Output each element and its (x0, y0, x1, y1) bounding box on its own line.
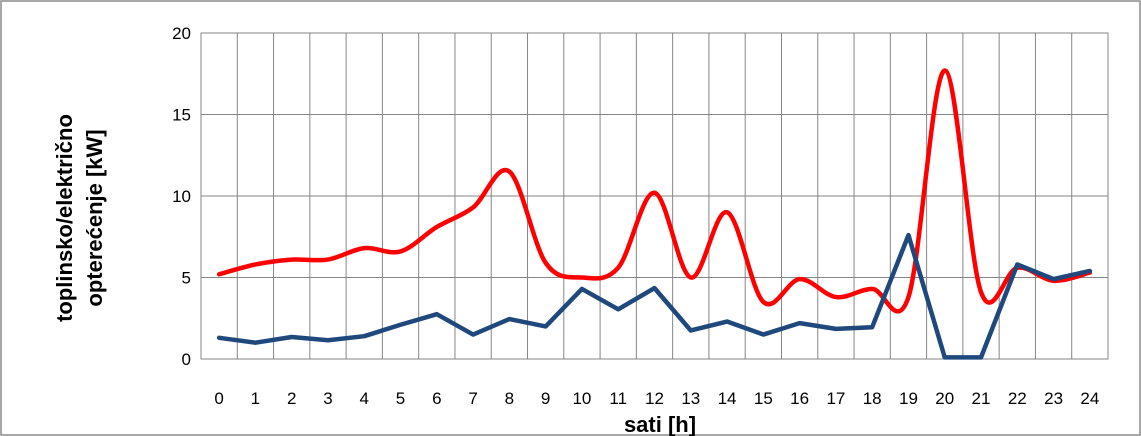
x-tick-label: 24 (1080, 389, 1099, 408)
x-tick-label: 10 (572, 389, 591, 408)
x-tick-label: 5 (396, 389, 405, 408)
y-tick-label: 10 (172, 187, 191, 206)
x-tick-label: 11 (609, 389, 627, 408)
y-axis-title: toplinsko/električno opterećenje [kW] (52, 114, 107, 322)
x-tick-label: 3 (323, 389, 332, 408)
x-tick-label: 4 (360, 389, 369, 408)
x-tick-label: 20 (935, 389, 954, 408)
series-line-1 (216, 68, 1093, 314)
x-tick-label: 17 (826, 389, 845, 408)
x-tick-label: 7 (468, 389, 477, 408)
x-axis-title: sati [h] (624, 412, 696, 436)
y-tick-label: 15 (172, 106, 191, 125)
x-tick-label: 8 (505, 389, 514, 408)
y-tick-label: 20 (172, 24, 191, 43)
x-tick-label: 0 (214, 389, 223, 408)
x-tick-label: 14 (718, 389, 737, 408)
x-tick-label: 21 (972, 389, 991, 408)
x-tick-label: 18 (863, 389, 882, 408)
x-tick-label: 9 (541, 389, 550, 408)
x-tick-label: 23 (1044, 389, 1063, 408)
x-tick-label: 1 (251, 389, 260, 408)
series-line-2 (216, 232, 1093, 360)
x-tick-label: 22 (1008, 389, 1027, 408)
x-tick-label: 6 (432, 389, 441, 408)
y-axis-title-line-2: opterećenje [kW] (82, 129, 107, 306)
grid (200, 32, 1109, 360)
series-group (216, 68, 1093, 360)
x-tick-label: 16 (790, 389, 809, 408)
y-tick-label: 0 (182, 350, 191, 369)
y-axis-title-line-1: toplinsko/električno (52, 114, 77, 322)
x-tick-label: 12 (645, 389, 664, 408)
x-tick-label: 15 (754, 389, 773, 408)
x-tick-label: 13 (681, 389, 700, 408)
y-tick-label: 5 (182, 269, 191, 288)
x-tick-label: 2 (287, 389, 296, 408)
x-tick-label: 19 (899, 389, 918, 408)
